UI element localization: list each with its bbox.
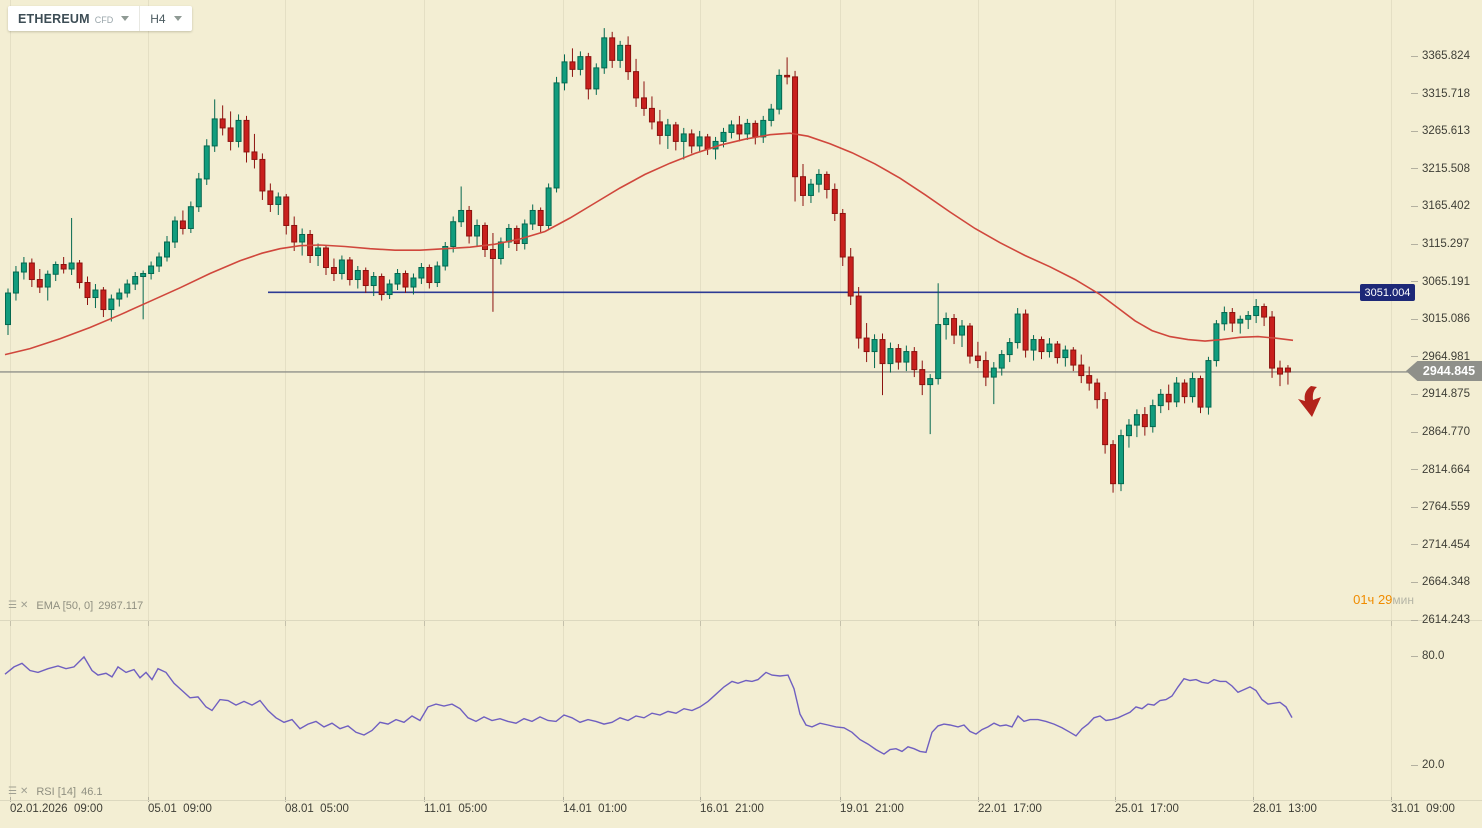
- indicator-properties-icon[interactable]: ☰: [8, 786, 17, 797]
- rsi-axis-tick: [1411, 764, 1418, 766]
- resistance-price-badge: 3051.004: [1360, 284, 1415, 301]
- timer-unit: мин: [1392, 593, 1414, 607]
- date-label: 02.01.2026 09:00: [10, 803, 103, 815]
- price-axis-label: 2814.664: [1422, 463, 1470, 476]
- price-axis-tick: [1411, 469, 1418, 471]
- timeframe-label: H4: [150, 11, 166, 26]
- date-label: 08.01 05:00: [285, 803, 349, 815]
- ema-indicator-icons: ☰ ✕: [8, 601, 31, 611]
- date-label: 22.01 17:00: [978, 803, 1042, 815]
- rsi-line: [4, 655, 1293, 755]
- ema-indicator-value: 2987.117: [98, 600, 144, 612]
- chevron-down-icon: [121, 16, 130, 21]
- price-axis-tick: [1411, 130, 1418, 132]
- date-label: 14.01 01:00: [563, 803, 627, 815]
- date-label: 16.01 21:00: [700, 803, 764, 815]
- price-axis-label: 2864.770: [1422, 426, 1470, 439]
- rsi-indicator-icons: ☰ ✕: [8, 787, 31, 797]
- symbol-selector[interactable]: ETHEREUM CFD: [8, 6, 139, 31]
- price-axis-label: 2764.559: [1422, 501, 1470, 514]
- price-axis-tick: [1411, 55, 1418, 57]
- price-axis-label: 2964.981: [1422, 350, 1470, 363]
- rsi-axis-label: 20.0: [1422, 759, 1445, 771]
- price-axis-tick: [1411, 619, 1418, 621]
- price-axis-label: 2914.875: [1422, 388, 1470, 401]
- price-axis-label: 3065.191: [1422, 275, 1470, 288]
- indicator-properties-icon[interactable]: ☰: [8, 600, 17, 611]
- date-label: 19.01 21:00: [840, 803, 904, 815]
- candles: [5, 28, 1291, 493]
- date-label: 05.01 09:00: [148, 803, 212, 815]
- price-axis-tick: [1411, 168, 1418, 170]
- price-axis-tick: [1411, 318, 1418, 320]
- date-label: 11.01 05:00: [424, 803, 488, 815]
- price-axis-tick: [1411, 243, 1418, 245]
- symbol-name: ETHEREUM: [18, 11, 90, 26]
- ema-line: [4, 132, 1294, 356]
- date-label: 31.01 09:00: [1391, 803, 1455, 815]
- indicator-close-icon[interactable]: ✕: [19, 786, 29, 797]
- down-arrow-icon[interactable]: [1298, 386, 1321, 417]
- price-axis-tick: [1411, 281, 1418, 283]
- price-axis-tick: [1411, 356, 1418, 358]
- price-axis-tick: [1411, 393, 1418, 395]
- date-label: 28.01 13:00: [1253, 803, 1317, 815]
- ema-indicator-row: ☰ ✕ EMA [50, 0] 2987.117: [8, 600, 143, 612]
- price-axis-tick: [1411, 506, 1418, 508]
- timeframe-selector[interactable]: H4: [139, 6, 191, 31]
- price-axis-label: 3215.508: [1422, 162, 1470, 175]
- price-axis-tick: [1411, 205, 1418, 207]
- rsi-axis-label: 80.0: [1422, 650, 1445, 662]
- price-axis-label: 3315.718: [1422, 87, 1470, 100]
- rsi-indicator-value: 46.1: [81, 786, 103, 798]
- price-axis-tick: [1411, 431, 1418, 433]
- price-axis-label: 3015.086: [1422, 313, 1470, 326]
- price-axis-label: 3365.824: [1422, 50, 1470, 62]
- indicator-close-icon[interactable]: ✕: [19, 600, 29, 611]
- current-price-badge: 2944.845: [1406, 361, 1482, 381]
- date-label: 25.01 17:00: [1115, 803, 1179, 815]
- timer-value: 01ч 29: [1353, 592, 1393, 607]
- rsi-indicator-label: RSI [14]: [36, 786, 77, 798]
- price-axis-label: 3165.402: [1422, 200, 1470, 213]
- chart-toolbar: ETHEREUM CFD H4: [8, 6, 192, 31]
- price-axis-label: 2664.348: [1422, 576, 1470, 589]
- price-axis-label: 3115.297: [1422, 238, 1470, 251]
- chevron-down-icon: [173, 16, 182, 21]
- symbol-type-tag: CFD: [94, 14, 114, 25]
- price-axis-tick: [1411, 93, 1418, 95]
- rsi-axis-tick: [1411, 655, 1418, 657]
- ema-indicator-label: EMA [50, 0]: [36, 600, 94, 612]
- price-axis-label: 2714.454: [1422, 538, 1470, 551]
- candle-countdown-timer: 01ч 29мин: [1353, 592, 1414, 607]
- rsi-indicator-row: ☰ ✕ RSI [14] 46.1: [8, 786, 103, 798]
- price-axis-tick: [1411, 581, 1418, 583]
- price-axis-label: 3265.613: [1422, 125, 1470, 138]
- price-axis-tick: [1411, 544, 1418, 546]
- price-axis-label: 2614.243: [1422, 614, 1470, 627]
